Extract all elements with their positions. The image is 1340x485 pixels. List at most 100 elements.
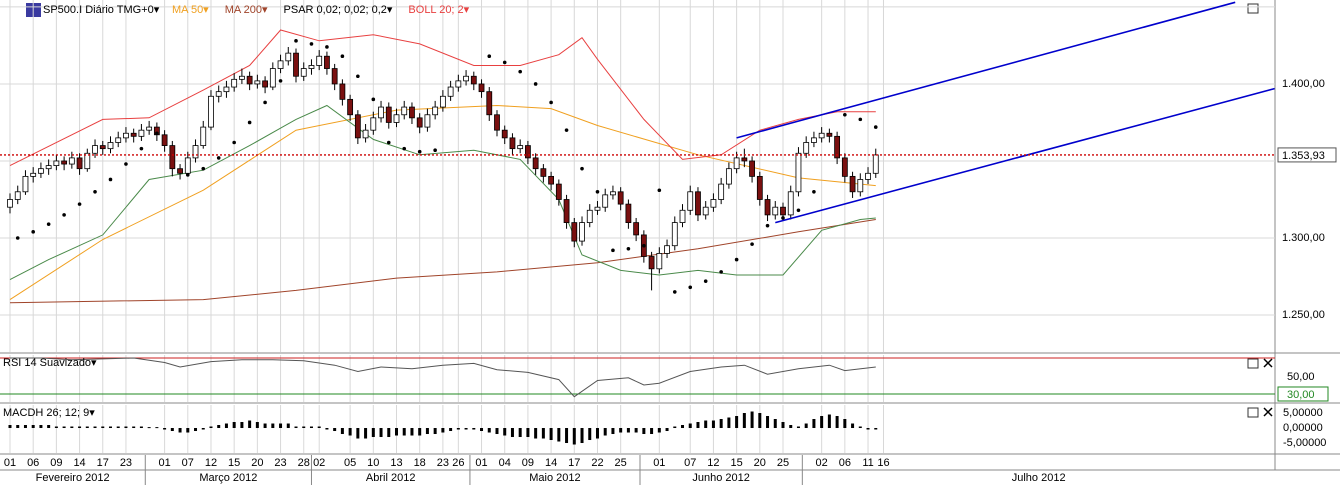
x-tick-label: 18 <box>414 457 426 469</box>
x-tick-label: 28 <box>298 457 310 469</box>
close-button[interactable] <box>1263 407 1273 417</box>
x-tick-label: 11 <box>862 457 873 469</box>
candle-body <box>795 152 802 193</box>
y-tick-label: 1.400,00 <box>1282 78 1325 90</box>
psar-dot <box>688 285 693 290</box>
psar-dot <box>672 290 677 294</box>
x-tick-label: 14 <box>73 457 85 469</box>
histogram-bar <box>827 414 831 429</box>
histogram-bar <box>549 428 553 441</box>
candle-body <box>872 154 879 174</box>
histogram-bar <box>163 428 167 430</box>
histogram-bar <box>588 428 592 441</box>
x-tick-label: 12 <box>707 457 719 469</box>
candle-body <box>432 106 439 116</box>
candle-body <box>130 132 137 137</box>
histogram-bar <box>472 428 476 430</box>
histogram-bar <box>23 425 27 429</box>
x-tick-label: 05 <box>344 457 356 469</box>
candle-body <box>633 222 640 236</box>
chart-title: SP500.I Diário TMG+0▾ <box>43 4 160 16</box>
candle-body <box>501 129 508 139</box>
x-tick-label: 12 <box>205 457 217 469</box>
candle-body <box>184 157 191 174</box>
histogram-bar <box>294 426 298 429</box>
psar-dot <box>750 242 754 246</box>
maximize-button[interactable] <box>1247 407 1259 418</box>
candle-body <box>107 142 114 150</box>
histogram-bar <box>456 428 460 430</box>
candle-body <box>416 117 423 128</box>
histogram-bar <box>688 423 692 429</box>
histogram-bar <box>263 423 267 429</box>
histogram-bar <box>147 427 151 429</box>
candle-body <box>223 86 230 93</box>
psar-dot <box>533 82 538 86</box>
x-tick-label: 25 <box>615 457 627 469</box>
psar-dot <box>93 189 97 194</box>
histogram-bar <box>704 420 708 429</box>
histogram-bar <box>619 428 623 433</box>
histogram-bar <box>317 426 321 429</box>
legend-entry: PSAR 0,02; 0,02; 0,2▾ <box>284 4 393 16</box>
psar-dot <box>796 208 801 213</box>
candle-body <box>811 137 817 143</box>
candle-body <box>741 157 748 162</box>
x-tick-label: 09 <box>522 457 534 469</box>
candle-body <box>308 65 315 69</box>
histogram-bar <box>186 428 190 433</box>
histogram-bar <box>735 416 739 429</box>
psar-dot <box>719 270 723 274</box>
histogram-bar <box>340 428 344 435</box>
candle-body <box>849 175 856 193</box>
candle-body <box>841 157 848 177</box>
indicator-line <box>9 29 876 167</box>
histogram-bar <box>348 428 352 436</box>
psar-dot <box>356 74 360 79</box>
candle-body <box>393 114 400 123</box>
histogram-bar <box>78 426 82 429</box>
candle-body <box>316 55 323 66</box>
histogram-bar <box>449 428 453 432</box>
channel-line <box>736 1 1236 139</box>
plot-area <box>0 1 1275 316</box>
maximize-button[interactable] <box>1247 3 1259 14</box>
histogram-bar <box>858 426 862 429</box>
histogram-bar <box>54 426 58 429</box>
legend-entry: MA 200▾ <box>225 4 268 16</box>
candle-body <box>215 91 222 97</box>
candle-body <box>22 175 29 193</box>
psar-dot <box>31 230 35 234</box>
histogram-bar <box>565 428 569 444</box>
x-tick-label: 02 <box>816 457 828 469</box>
psar-dot <box>294 39 298 43</box>
psar-dot <box>232 140 236 145</box>
psar-dot <box>309 42 314 46</box>
close-button[interactable] <box>1263 358 1273 368</box>
x-tick-label: 01 <box>653 457 665 469</box>
histogram-bar <box>201 428 205 430</box>
x-tick-label: 25 <box>777 457 789 469</box>
candle-body <box>687 191 694 211</box>
psar-dot <box>247 120 252 125</box>
histogram-bar <box>101 426 105 429</box>
histogram-bar <box>580 428 584 444</box>
psar-dot <box>873 125 878 129</box>
histogram-bar <box>665 428 669 432</box>
candle-body <box>733 157 740 170</box>
psar-dot <box>108 177 113 182</box>
candle-body <box>548 175 554 185</box>
maximize-button[interactable] <box>1247 358 1259 369</box>
x-tick-label: 15 <box>730 457 742 469</box>
histogram-bar <box>279 423 283 429</box>
psar-dot <box>487 54 492 59</box>
histogram-bar <box>526 428 530 438</box>
candle-body <box>424 114 431 128</box>
histogram-bar <box>209 426 213 429</box>
histogram-bar <box>480 428 484 432</box>
histogram-bar <box>333 428 337 432</box>
psar-dot <box>417 149 422 154</box>
x-tick-label: 17 <box>568 457 580 469</box>
histogram-bar <box>387 428 391 438</box>
candle-body <box>749 160 755 177</box>
